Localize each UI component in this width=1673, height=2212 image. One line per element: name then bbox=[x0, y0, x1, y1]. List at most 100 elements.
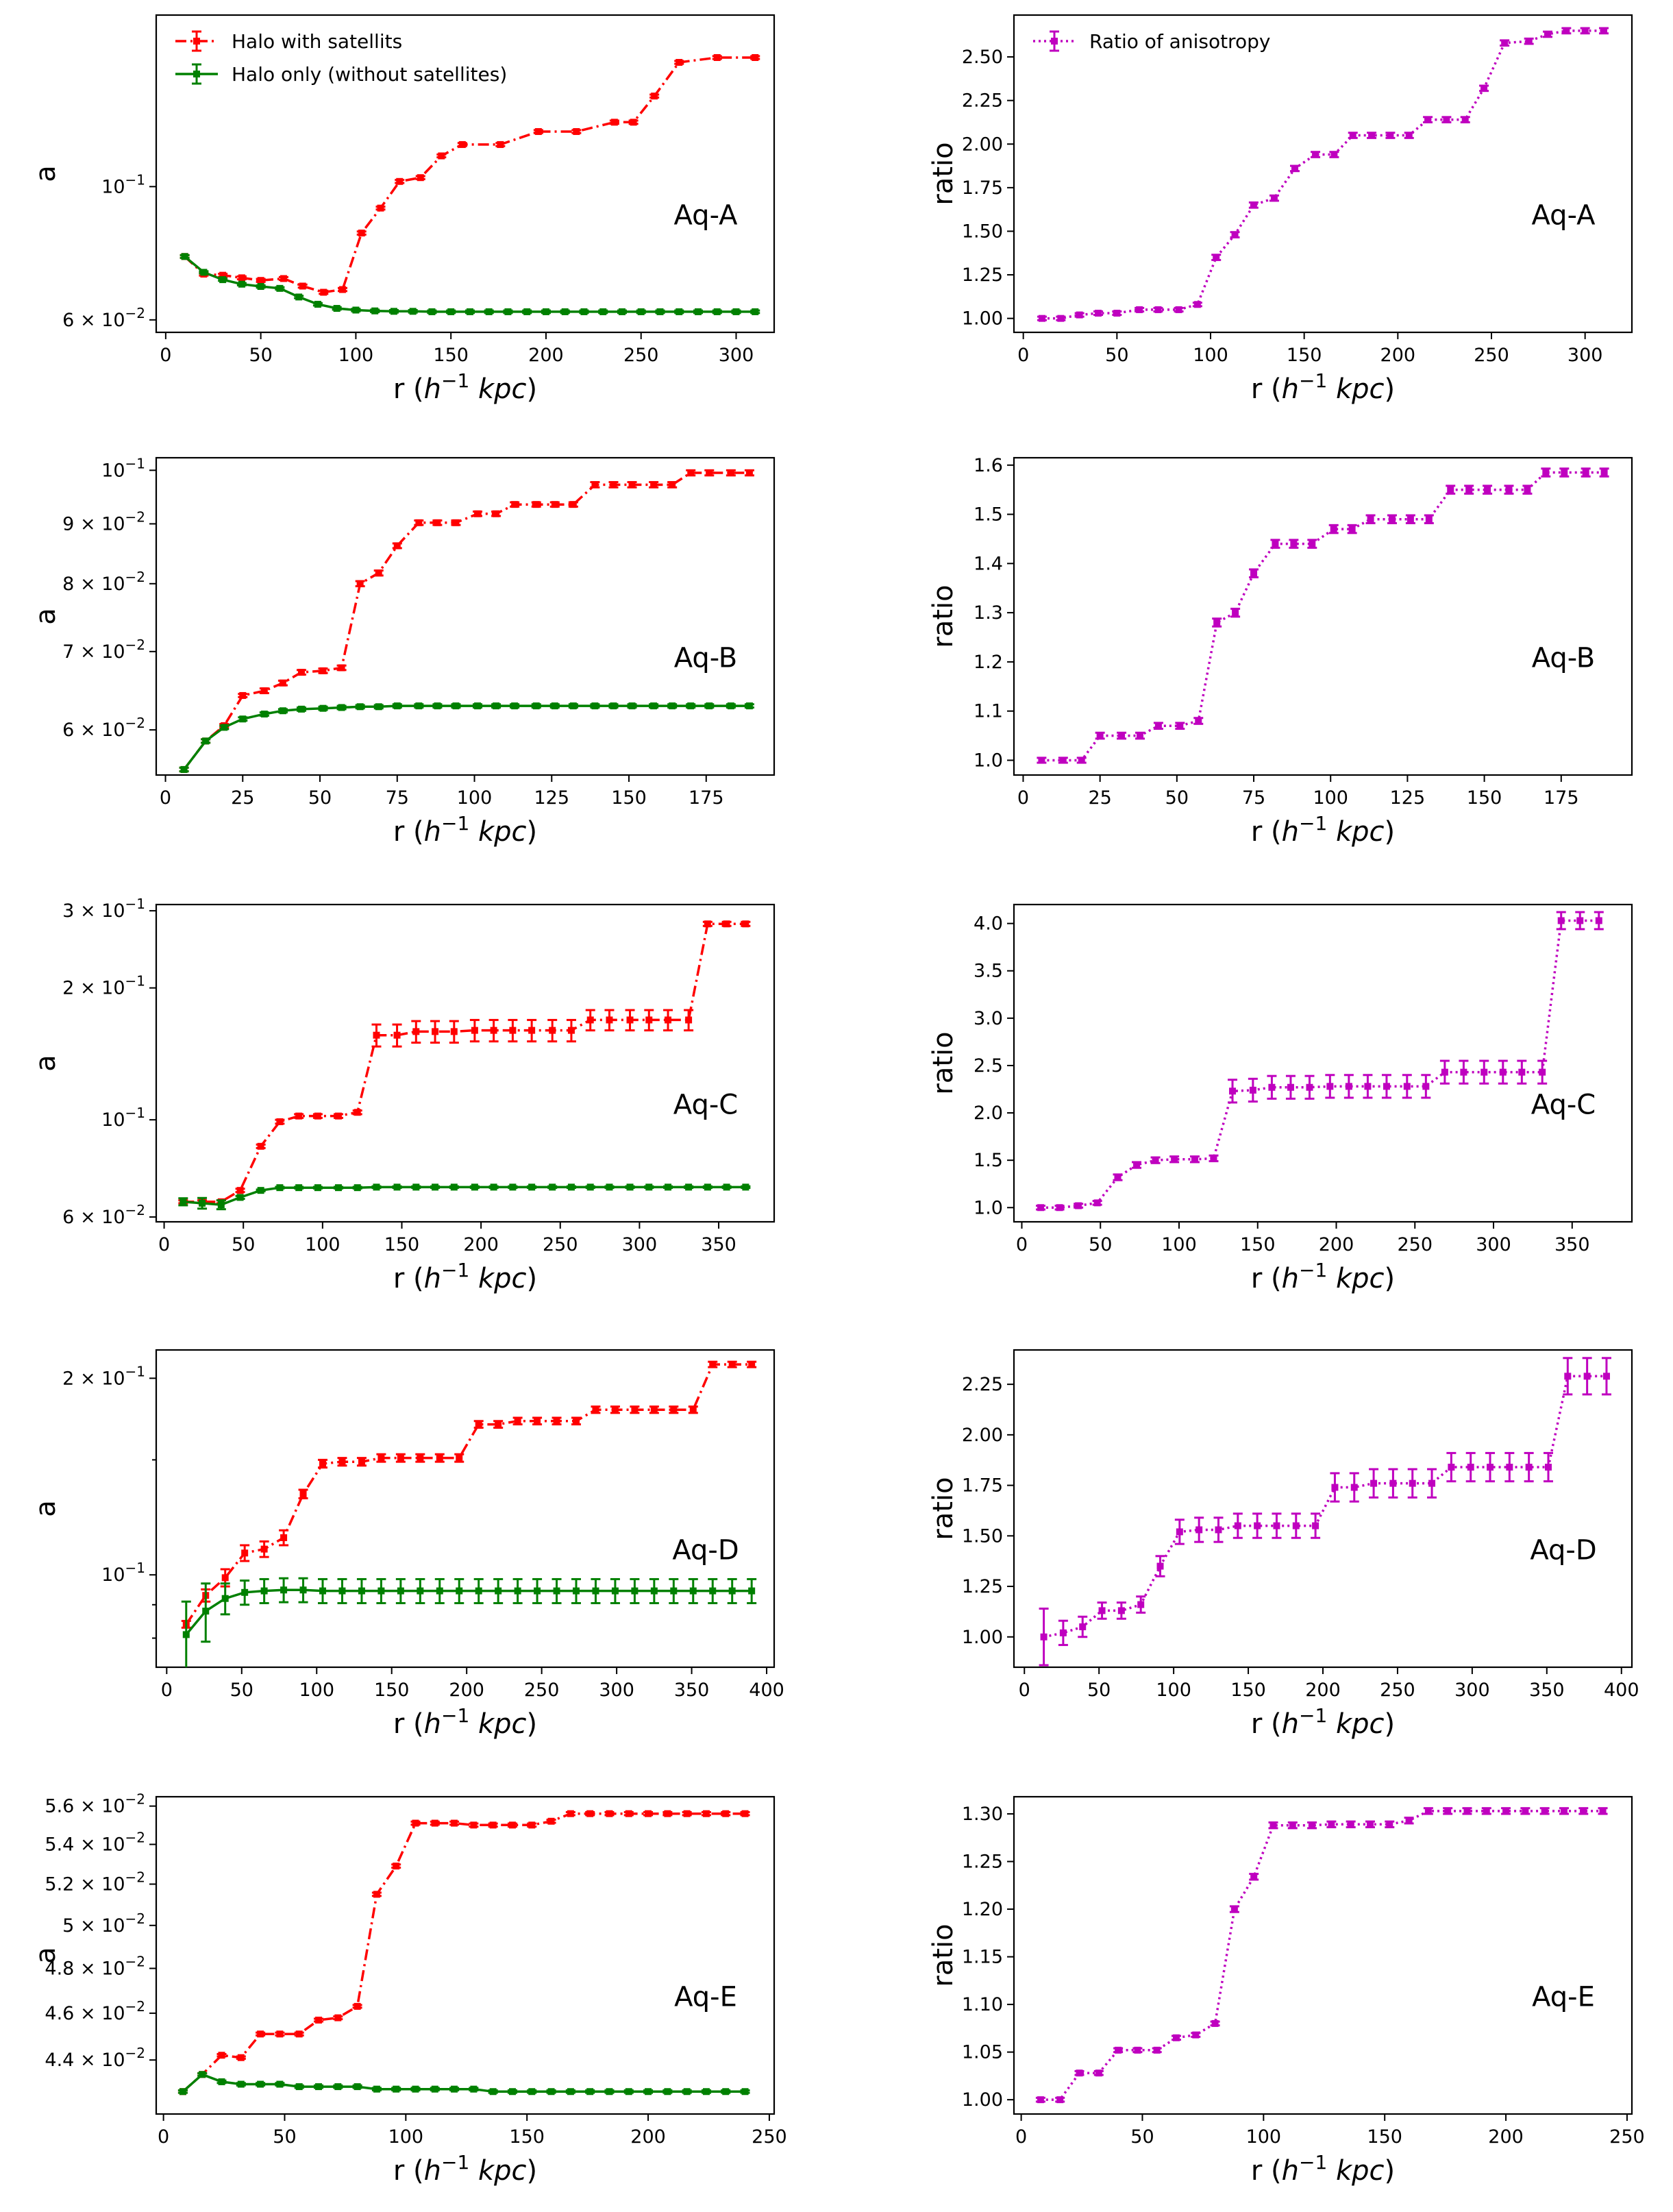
y-tick-exponent: −2 bbox=[125, 305, 145, 321]
data-point bbox=[299, 282, 306, 290]
data-point bbox=[219, 276, 227, 284]
data-point bbox=[200, 269, 208, 276]
data-point bbox=[474, 510, 482, 517]
data-point bbox=[451, 2085, 458, 2093]
data-point bbox=[1350, 1484, 1358, 1491]
data-point bbox=[1505, 486, 1513, 493]
data-point bbox=[1114, 1174, 1121, 1181]
x-tick-label: 200 bbox=[1319, 1234, 1354, 1255]
data-point bbox=[610, 481, 617, 489]
x-tick-label: 50 bbox=[1105, 345, 1128, 366]
x-axis-label: r (h−1 kpc) bbox=[1251, 1259, 1395, 1294]
data-point bbox=[1506, 1464, 1513, 1471]
y-tick-label: 1.5 bbox=[974, 1150, 1003, 1171]
y-axis-label: a bbox=[30, 608, 62, 625]
x-tick-label: 0 bbox=[1017, 787, 1029, 809]
x-tick-label: 250 bbox=[543, 1234, 578, 1255]
series-line-1 bbox=[182, 1812, 745, 2093]
data-point bbox=[490, 1027, 497, 1034]
data-point bbox=[592, 1587, 599, 1595]
data-point bbox=[514, 1587, 521, 1595]
data-point bbox=[412, 1183, 420, 1191]
data-point bbox=[1113, 310, 1121, 317]
data-point bbox=[352, 306, 360, 314]
data-point bbox=[1502, 1807, 1510, 1815]
data-point bbox=[606, 1016, 613, 1024]
x-tick-label: 50 bbox=[308, 787, 332, 809]
data-point bbox=[637, 308, 645, 315]
data-point bbox=[704, 1183, 711, 1191]
data-point bbox=[573, 127, 580, 135]
x-tick-label: 300 bbox=[719, 345, 754, 366]
data-point bbox=[1424, 116, 1432, 123]
data-point bbox=[485, 308, 493, 315]
data-point bbox=[1250, 569, 1258, 577]
panel-label: Aq-B bbox=[674, 643, 738, 674]
y-tick-mantissa: 5 bbox=[62, 1915, 74, 1937]
y-tick-label: 1.50 bbox=[962, 1525, 1003, 1547]
x-tick-label: 0 bbox=[158, 1234, 170, 1255]
data-point bbox=[741, 2088, 749, 2096]
data-point bbox=[1465, 486, 1473, 493]
y-axis-label: ratio bbox=[928, 585, 959, 648]
data-point bbox=[645, 1016, 653, 1024]
x-tick-label: 200 bbox=[528, 345, 564, 366]
y-tick-label: 5.4 × 10−2 bbox=[45, 1830, 145, 1856]
y-tick-exponent: −2 bbox=[125, 569, 145, 585]
data-point bbox=[1059, 757, 1067, 764]
data-point bbox=[1386, 1821, 1393, 1828]
data-point bbox=[1076, 2069, 1083, 2077]
data-point bbox=[669, 702, 676, 710]
y-tick-label: 1.6 bbox=[974, 455, 1003, 476]
data-point bbox=[650, 702, 658, 710]
panel-label: Aq-E bbox=[674, 1982, 737, 2013]
data-point bbox=[358, 1458, 365, 1466]
y-tick-exponent: −2 bbox=[125, 1830, 145, 1846]
data-point bbox=[1443, 116, 1450, 123]
data-point bbox=[1154, 722, 1162, 730]
data-point bbox=[221, 1574, 229, 1582]
data-point bbox=[257, 1187, 264, 1194]
data-point bbox=[276, 2080, 284, 2088]
data-point bbox=[1195, 717, 1202, 725]
data-point bbox=[1098, 1607, 1106, 1614]
y-tick-exponent: −1 bbox=[125, 171, 145, 188]
y-tick-label: 3.5 bbox=[974, 961, 1003, 982]
data-point bbox=[314, 1184, 321, 1192]
y-tick-exponent: −2 bbox=[125, 715, 145, 731]
data-point bbox=[257, 2030, 264, 2038]
data-point bbox=[338, 286, 346, 293]
x-tick-label: 100 bbox=[1156, 1680, 1191, 1701]
data-point bbox=[1330, 526, 1337, 533]
x-tick-label: 150 bbox=[1467, 787, 1502, 809]
plot-frame bbox=[1013, 14, 1633, 334]
panel-label: Aq-E bbox=[1532, 1982, 1595, 2013]
x-tick-label: 150 bbox=[1240, 1234, 1276, 1255]
y-tick-mantissa: 4.8 bbox=[45, 1958, 74, 1980]
data-point bbox=[181, 253, 188, 260]
y-axis-label: a bbox=[30, 1055, 62, 1072]
data-point bbox=[1561, 469, 1568, 476]
data-point bbox=[221, 1595, 229, 1602]
x-tick-label: 150 bbox=[1230, 1680, 1266, 1701]
data-point bbox=[1079, 1623, 1087, 1631]
data-point bbox=[1599, 1807, 1607, 1815]
data-point bbox=[239, 691, 247, 699]
data-point bbox=[625, 1810, 632, 1817]
data-point bbox=[534, 1417, 541, 1425]
x-tick-label: 50 bbox=[1089, 1234, 1112, 1255]
data-point bbox=[1040, 1633, 1048, 1640]
data-point bbox=[728, 1361, 736, 1368]
data-point bbox=[452, 702, 460, 710]
data-point bbox=[702, 2088, 710, 2096]
data-point bbox=[334, 1184, 342, 1192]
data-point bbox=[257, 2080, 264, 2088]
x-tick-label: 0 bbox=[1016, 1234, 1028, 1255]
data-point bbox=[373, 2085, 380, 2093]
series-group bbox=[1037, 467, 1609, 764]
data-point bbox=[497, 140, 504, 148]
data-point bbox=[1368, 132, 1376, 139]
data-point bbox=[650, 1587, 658, 1595]
data-point bbox=[1544, 30, 1551, 38]
x-tick-label: 150 bbox=[1367, 2126, 1402, 2148]
